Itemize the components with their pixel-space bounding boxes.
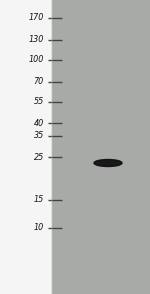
Text: 10: 10 xyxy=(34,223,44,233)
Bar xyxy=(0,0,52,294)
Text: 100: 100 xyxy=(29,56,44,64)
Text: 170: 170 xyxy=(29,14,44,23)
Text: 15: 15 xyxy=(34,196,44,205)
Ellipse shape xyxy=(94,160,122,166)
Text: 35: 35 xyxy=(34,131,44,141)
Text: 25: 25 xyxy=(34,153,44,161)
Text: 40: 40 xyxy=(34,118,44,128)
Text: 70: 70 xyxy=(34,78,44,86)
Text: 130: 130 xyxy=(29,36,44,44)
Bar xyxy=(52,0,150,294)
Text: 55: 55 xyxy=(34,98,44,106)
